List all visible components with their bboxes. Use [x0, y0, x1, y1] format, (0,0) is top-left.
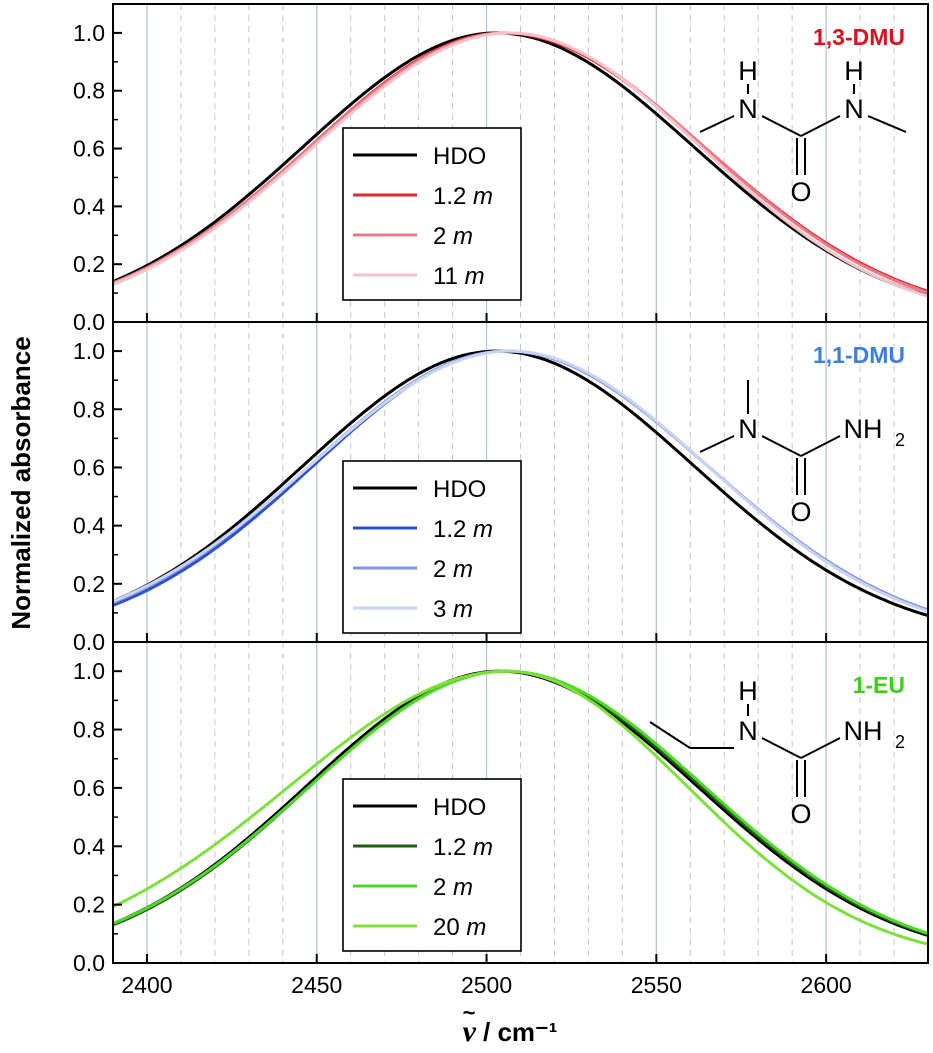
y-tick-label: 0.0: [73, 950, 105, 976]
legend-entry-label: 1.2 m: [433, 183, 493, 210]
legend-entry-label: HDO: [433, 476, 486, 503]
bond: [699, 435, 735, 453]
bond: [800, 435, 841, 457]
legend-entry-label: 2 m: [433, 874, 473, 901]
atom-label: N: [738, 94, 758, 124]
axes-frames: 0.0 0.2 0.4 0.6 0.8 1.0 1,3-DMU 0.0 0.2 0.4 0.6 0.8…: [73, 3, 929, 998]
bond: [761, 737, 802, 759]
compound-label: 1,1-DMU: [813, 342, 905, 368]
atom-label: O: [790, 799, 811, 829]
y-tick-label: 0.0: [73, 629, 105, 655]
legend: HDO 1.2 m 2 m 11 m: [342, 127, 522, 301]
legend: HDO 1.2 m 2 m 20 m: [342, 778, 522, 952]
legend-concentration-unit: m: [446, 596, 473, 623]
series-line-3-m: [112, 349, 929, 613]
bond: [800, 737, 841, 759]
legend-entry-label: 20 m: [433, 914, 486, 941]
legend-concentration-unit: m: [446, 223, 473, 250]
legend-box: [342, 778, 522, 952]
atom-label: N: [844, 94, 864, 124]
spectra-curves: [112, 31, 929, 946]
y-tick-label: 0.8: [73, 78, 105, 104]
compound-label: 1-EU: [853, 672, 905, 698]
x-axis-symbol: ν: [463, 1015, 477, 1048]
y-tick-label: 0.4: [73, 513, 105, 539]
legend-concentration-unit: m: [460, 914, 487, 941]
y-tick-label: 0.6: [73, 454, 105, 480]
legend-box: [342, 127, 522, 301]
panel-frame: [112, 641, 929, 964]
legend-concentration-unit: m: [466, 516, 493, 543]
atom-label: H: [844, 56, 864, 86]
legend-entry-label: 3 m: [433, 596, 473, 623]
atom-label: NH: [844, 716, 883, 746]
atom-label: NH: [844, 414, 883, 444]
atom-label: H: [738, 56, 758, 86]
y-tick-label: 0.6: [73, 136, 105, 162]
y-tick-label: 0.4: [73, 193, 105, 219]
bond: [867, 115, 907, 133]
bond: [649, 721, 691, 749]
legend-entry-label: 11 m: [433, 263, 485, 290]
legend-concentration-unit: m: [466, 183, 493, 210]
y-tick-label: 0.2: [73, 892, 105, 918]
x-tick-label: 2450: [291, 972, 342, 998]
legend-entry-label: HDO: [433, 143, 486, 170]
series-line-11-m: [112, 31, 929, 298]
y-tick-label: 1.0: [73, 20, 105, 46]
x-axis-title: ν ~ / cm⁻¹: [463, 1000, 558, 1048]
legend: HDO 1.2 m 2 m 3 m: [342, 460, 522, 634]
atom-label: O: [790, 497, 811, 527]
y-tick-label: 0.6: [73, 775, 105, 801]
y-axis-title: Normalized absorbance: [6, 336, 36, 629]
y-tick-label: 0.8: [73, 717, 105, 743]
structure-1-eu: HN NH 2 O: [649, 676, 905, 829]
legend-concentration-unit: m: [466, 834, 493, 861]
series-line-20-m: [112, 669, 929, 946]
bond: [699, 115, 735, 133]
legend-concentration-unit: m: [446, 556, 473, 583]
x-tick-label: 2600: [801, 972, 852, 998]
legend-entry-label: 2 m: [433, 556, 473, 583]
x-tick-label: 2500: [461, 972, 512, 998]
x-tick-label: 2400: [121, 972, 172, 998]
y-tick-label: 0.0: [73, 309, 105, 335]
legend-entry-label: 1.2 m: [433, 834, 493, 861]
legend-entry-label: HDO: [433, 794, 486, 821]
legend-box: [342, 460, 522, 634]
y-tick-label: 0.8: [73, 396, 105, 422]
legend-concentration-unit: m: [458, 263, 485, 290]
atom-label: H: [738, 676, 758, 706]
structure-1,1-dmu: N NH 2 O: [699, 380, 905, 527]
bond: [761, 435, 802, 457]
atom-label: N: [738, 716, 758, 746]
atom-label: 2: [895, 732, 905, 752]
bond: [761, 115, 802, 137]
legend-entry-label: 1.2 m: [433, 516, 493, 543]
bond: [800, 115, 841, 137]
atom-label: 2: [895, 430, 905, 450]
x-axis-tilde: ~: [463, 1000, 476, 1025]
legend-concentration-unit: m: [446, 874, 473, 901]
atom-label: N: [738, 414, 758, 444]
y-tick-label: 0.2: [73, 571, 105, 597]
x-tick-label: 2550: [631, 972, 682, 998]
x-axis-unit: / cm⁻¹: [483, 1017, 557, 1047]
y-tick-label: 0.4: [73, 833, 105, 859]
legend-entry-label: 2 m: [433, 223, 473, 250]
y-tick-label: 1.0: [73, 658, 105, 684]
y-tick-label: 0.2: [73, 251, 105, 277]
legends: HDO 1.2 m 2 m 11 m HDO 1.2 m 2 m 3 m HDO 1.2 m 2 m…: [342, 127, 522, 952]
atom-label: O: [790, 177, 811, 207]
y-tick-label: 1.0: [73, 338, 105, 364]
compound-label: 1,3-DMU: [813, 24, 905, 50]
